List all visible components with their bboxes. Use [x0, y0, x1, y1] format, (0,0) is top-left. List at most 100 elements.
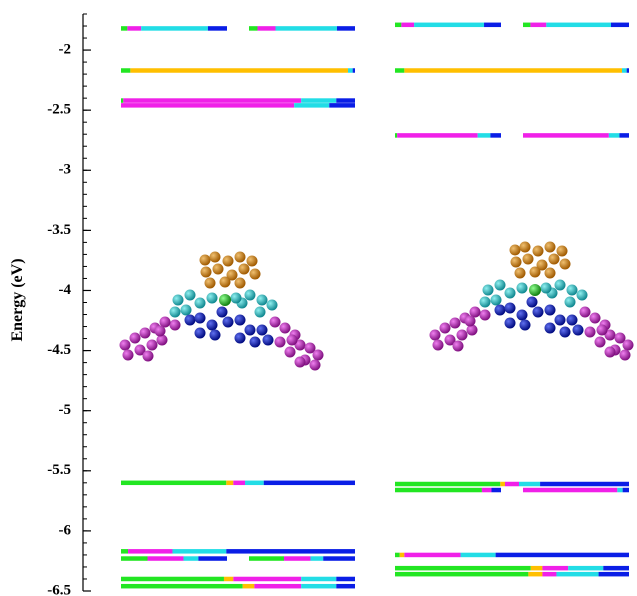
composition-segment [123, 98, 302, 103]
atom [219, 294, 231, 306]
atom [529, 284, 541, 296]
composition-segment [263, 480, 355, 486]
atom [274, 336, 286, 348]
composition-segment [121, 556, 148, 561]
atom [119, 339, 131, 351]
composition-segment [141, 26, 208, 31]
y-tick-label: -4.5 [47, 342, 71, 358]
atom [194, 312, 206, 324]
composition-segment [336, 98, 355, 103]
atom [129, 332, 141, 344]
atom [622, 339, 634, 351]
y-tick-label: -2.5 [47, 102, 71, 118]
atom [529, 266, 541, 278]
energy-level [523, 22, 629, 28]
atom [432, 339, 444, 351]
composition-segment [626, 68, 629, 73]
atom [604, 329, 616, 341]
composition-segment [121, 68, 131, 73]
atom [244, 289, 256, 301]
atom [206, 319, 218, 331]
atom [439, 322, 451, 334]
composition-segment [130, 68, 348, 73]
atom [262, 334, 274, 346]
composition-segment [399, 552, 405, 558]
composition-segment [294, 103, 330, 108]
composition-segment [477, 133, 491, 138]
atom [204, 277, 216, 289]
atom [554, 279, 566, 291]
composition-segment [233, 480, 246, 486]
composition-segment [523, 22, 531, 28]
atom [222, 316, 234, 328]
atom [469, 306, 481, 318]
atom [504, 287, 516, 299]
composition-segment [310, 556, 324, 561]
energy-level [395, 133, 501, 138]
energy-level [395, 565, 629, 571]
energy-level [249, 556, 355, 561]
atom [159, 316, 171, 328]
atom [519, 241, 531, 253]
atom [514, 267, 526, 279]
energy-level [121, 98, 355, 103]
composition-segment [283, 556, 311, 561]
composition-segment [530, 22, 547, 28]
atom [249, 336, 261, 348]
atom [464, 315, 476, 327]
composition-segment [301, 98, 337, 103]
atom [579, 306, 591, 318]
composition-segment [395, 68, 405, 73]
composition-segment [504, 481, 520, 487]
atom [540, 282, 552, 294]
y-tick-label: -5 [59, 402, 72, 418]
composition-segment [621, 68, 627, 73]
atom [532, 306, 544, 318]
atom [479, 309, 491, 321]
composition-segment [226, 549, 355, 554]
atom [559, 258, 571, 270]
composition-segment [395, 552, 400, 558]
composition-segment [568, 565, 604, 571]
composition-segment [352, 68, 355, 73]
composition-segment [172, 549, 227, 554]
energy-level [121, 583, 355, 589]
composition-segment [275, 26, 337, 31]
atom [172, 294, 184, 306]
atom [139, 327, 151, 339]
composition-segment [460, 552, 496, 558]
atom [294, 339, 306, 351]
energy-level [121, 68, 355, 73]
composition-segment [542, 565, 569, 571]
composition-segment [121, 98, 124, 103]
atom [246, 255, 258, 267]
atom [596, 324, 608, 336]
composition-segment [414, 22, 485, 28]
atom [309, 359, 321, 371]
composition-segment [121, 576, 224, 582]
y-tick-label: -2 [59, 42, 72, 58]
composition-segment [610, 22, 629, 28]
composition-segment [622, 487, 629, 493]
atom [206, 292, 218, 304]
composition-segment [519, 481, 541, 487]
atom [494, 279, 506, 291]
composition-segment [490, 133, 501, 138]
y-tick-label: -3 [59, 162, 72, 178]
composition-segment [546, 22, 611, 28]
atom [429, 329, 441, 341]
atom [504, 302, 516, 314]
y-tick-label: -5.5 [47, 462, 71, 478]
atom [212, 263, 224, 275]
atom [312, 349, 324, 361]
atom [209, 251, 221, 263]
composition-segment [257, 26, 276, 31]
composition-segment [491, 487, 501, 493]
composition-segment [336, 576, 355, 582]
atom [234, 332, 246, 344]
composition-segment [249, 26, 258, 31]
atom [576, 289, 588, 301]
atom [526, 296, 538, 308]
atom [544, 304, 556, 316]
